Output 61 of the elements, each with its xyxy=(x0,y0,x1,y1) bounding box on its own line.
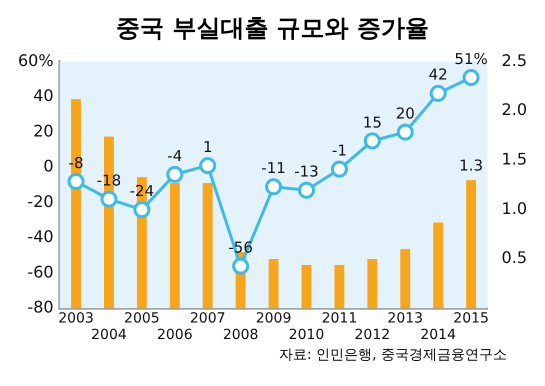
x-tick-label: 2005 xyxy=(124,310,160,326)
x-tick-label: 2009 xyxy=(256,310,292,326)
data-label: 1.3 xyxy=(459,156,484,174)
data-label: -11 xyxy=(261,159,286,178)
x-tick-label: 2014 xyxy=(420,327,456,344)
x-tick-label: 2008 xyxy=(222,327,258,344)
point xyxy=(166,166,184,183)
y2-tick-label: 1.5 xyxy=(502,149,528,168)
bar xyxy=(334,264,344,308)
y-tick-label: 0 xyxy=(43,156,54,176)
y-tick-label: -60 xyxy=(27,262,54,282)
bar xyxy=(71,99,81,308)
bar xyxy=(202,183,213,308)
x-tick-label: 2003 xyxy=(58,310,94,326)
x-tick-label: 2004 xyxy=(91,327,127,344)
x-tick-label: 2007 xyxy=(190,310,226,326)
y2-tick-label: 1.0 xyxy=(502,198,528,218)
y-tick-label: -20 xyxy=(27,192,54,211)
point xyxy=(232,258,250,275)
data-label: -13 xyxy=(294,162,319,181)
y-tick-label: 20 xyxy=(33,121,54,140)
data-label: 42 xyxy=(428,66,448,84)
text: 자료: 인민은행, 중국경제금융연구소 xyxy=(278,346,508,364)
x-tick-label: 2013 xyxy=(387,310,424,326)
bar xyxy=(170,183,180,308)
point xyxy=(298,182,315,199)
bar xyxy=(302,264,312,308)
point xyxy=(265,178,282,196)
data-label: -4 xyxy=(167,146,182,165)
point xyxy=(133,201,150,218)
point xyxy=(396,124,414,141)
data-label: 20 xyxy=(396,104,415,123)
y2-tick-label: 0.5 xyxy=(502,248,528,268)
point xyxy=(364,132,381,150)
point xyxy=(100,190,118,208)
bar xyxy=(466,180,476,308)
x-tick-label: 2015 xyxy=(453,310,489,326)
point xyxy=(330,160,348,178)
x-tick-label: 2006 xyxy=(156,327,193,344)
data-label: 15 xyxy=(362,113,382,132)
bar xyxy=(400,249,410,308)
point xyxy=(68,172,85,190)
chart-title: 중국 부실대출 규모와 증가율 xyxy=(114,13,430,44)
y-tick-label: 40 xyxy=(33,86,54,106)
y-tick-label: -80 xyxy=(27,298,54,317)
point xyxy=(462,68,480,86)
point xyxy=(199,157,216,174)
data-label: -1 xyxy=(332,142,347,160)
x-tick-label: 2012 xyxy=(354,327,390,344)
bar xyxy=(268,259,278,308)
bar xyxy=(367,259,378,308)
x-tick-label: 2011 xyxy=(322,310,358,326)
data-label: 1 xyxy=(202,138,212,156)
y-tick-label: 60% xyxy=(18,50,54,70)
bar xyxy=(433,222,444,308)
y-tick-label: -40 xyxy=(27,227,54,246)
data-label: 51% xyxy=(454,50,488,68)
x-tick-label: 2010 xyxy=(288,327,324,344)
point xyxy=(430,84,447,102)
y2-tick-label: 2.0 xyxy=(502,100,528,120)
y2-tick-label: 2.5 xyxy=(502,50,528,70)
